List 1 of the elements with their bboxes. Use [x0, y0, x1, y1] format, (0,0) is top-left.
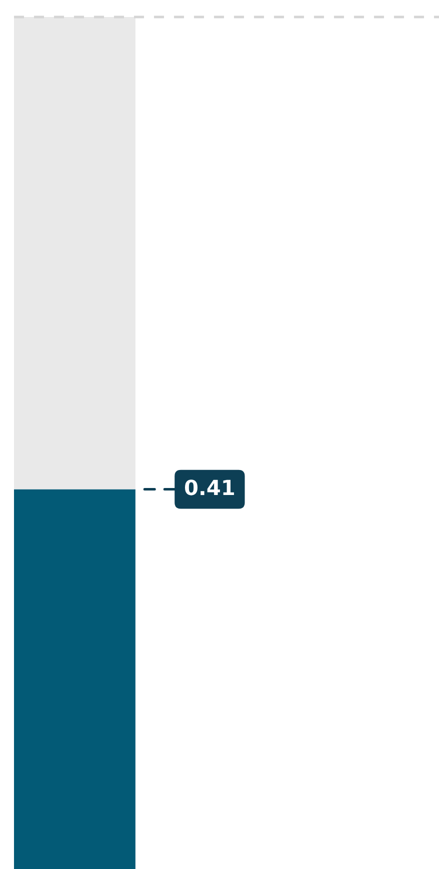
- data-label: 0.41: [184, 480, 234, 496]
